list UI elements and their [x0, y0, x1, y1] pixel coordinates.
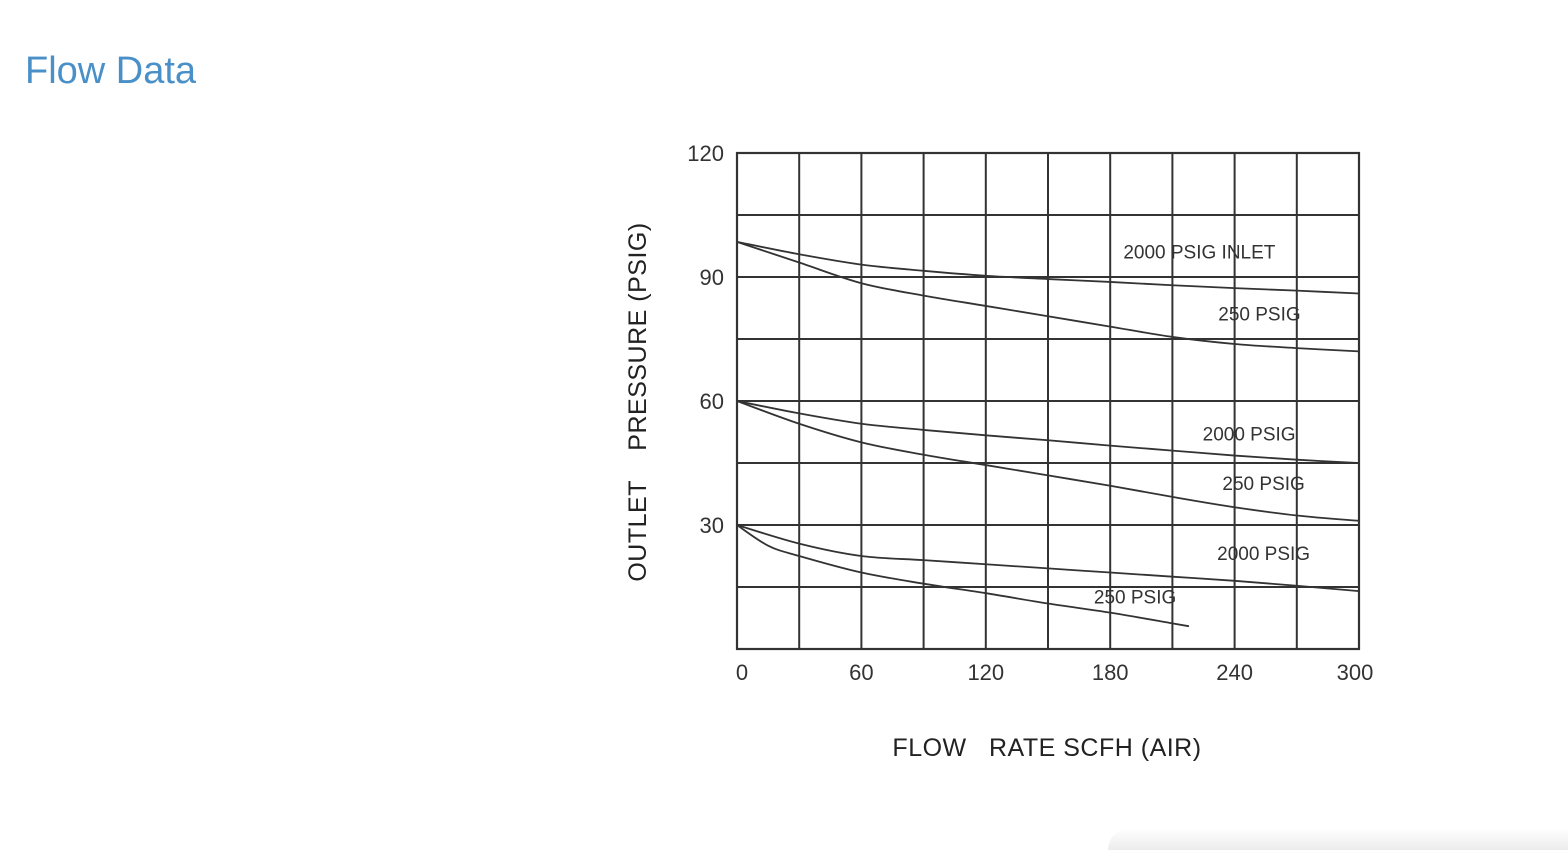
x-tick-label: 180 — [1092, 660, 1129, 685]
x-tick-label: 0 — [736, 660, 748, 685]
series-line-1 — [736, 240, 1360, 295]
series-label-5: 2000 PSIG — [1217, 544, 1310, 565]
x-tick-label: 60 — [849, 660, 873, 685]
series-lines — [736, 240, 1360, 628]
series-label-3: 2000 PSIG — [1203, 424, 1296, 445]
x-tick-label: 120 — [967, 660, 1004, 685]
x-axis-title: FLOW RATE SCFH (AIR) — [892, 734, 1201, 762]
series-line-4 — [736, 400, 1360, 522]
curve-labels: 2000 PSIG INLET 250 PSIG 2000 PSIG 250 PSIG… — [1094, 242, 1310, 608]
page-title: Flow Data — [25, 50, 197, 92]
y-tick-label: 60 — [700, 389, 724, 414]
series-label-2: 250 PSIG — [1218, 304, 1300, 325]
x-tick-label: 240 — [1216, 660, 1253, 685]
series-label-1: 2000 PSIG INLET — [1123, 242, 1275, 263]
tick-labels: 0 60 120 180 240 300 30 60 90 120 — [687, 141, 1373, 685]
series-label-6: 250 PSIG — [1094, 588, 1176, 609]
series-line-3 — [736, 400, 1360, 464]
y-tick-label: 120 — [687, 141, 724, 166]
series-line-2 — [736, 241, 1360, 353]
y-tick-label: 90 — [700, 265, 724, 290]
grid — [735, 151, 1361, 651]
series-line-6 — [736, 524, 1190, 628]
x-tick-label: 300 — [1337, 660, 1374, 685]
y-axis-title: OUTLET PRESSURE (PSIG) — [624, 222, 652, 581]
page-shadow — [1108, 828, 1568, 850]
y-tick-label: 30 — [700, 513, 724, 538]
series-label-4: 250 PSIG — [1222, 474, 1304, 495]
series-line-5 — [736, 524, 1360, 593]
